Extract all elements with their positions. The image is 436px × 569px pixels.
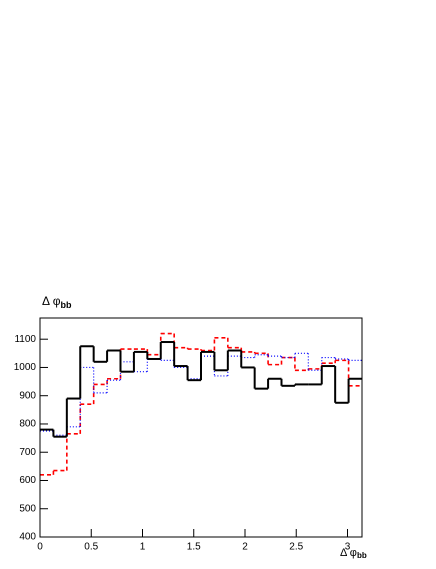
y-tick-label: 700	[19, 447, 36, 458]
x-tick-label: 1	[140, 542, 146, 553]
y-tick-label: 400	[19, 532, 36, 543]
x-label-sub: bb	[357, 551, 367, 560]
y-tick-label: 600	[19, 475, 36, 486]
y-tick-label: 1000	[14, 362, 37, 373]
x-tick-label: 0.5	[84, 542, 98, 553]
x-tick-label: 3	[345, 542, 351, 553]
x-tick-label: 0	[37, 542, 43, 553]
y-tick-label: 900	[19, 390, 36, 401]
title-sub: bb	[60, 300, 71, 310]
chart-title: Δ φbb	[42, 294, 72, 310]
x-label-main: Δ φ	[340, 547, 357, 559]
y-tick-label: 800	[19, 419, 36, 430]
y-tick-label: 500	[19, 503, 36, 514]
title-main: Δ φ	[42, 294, 61, 308]
plot-frame	[39, 317, 363, 538]
y-tick-label: 1100	[14, 334, 36, 345]
x-tick-label: 1.5	[187, 542, 201, 553]
x-tick-label: 2.5	[289, 542, 303, 553]
x-tick-label: 2	[242, 542, 248, 553]
x-axis-label: Δ φbb	[340, 547, 367, 560]
